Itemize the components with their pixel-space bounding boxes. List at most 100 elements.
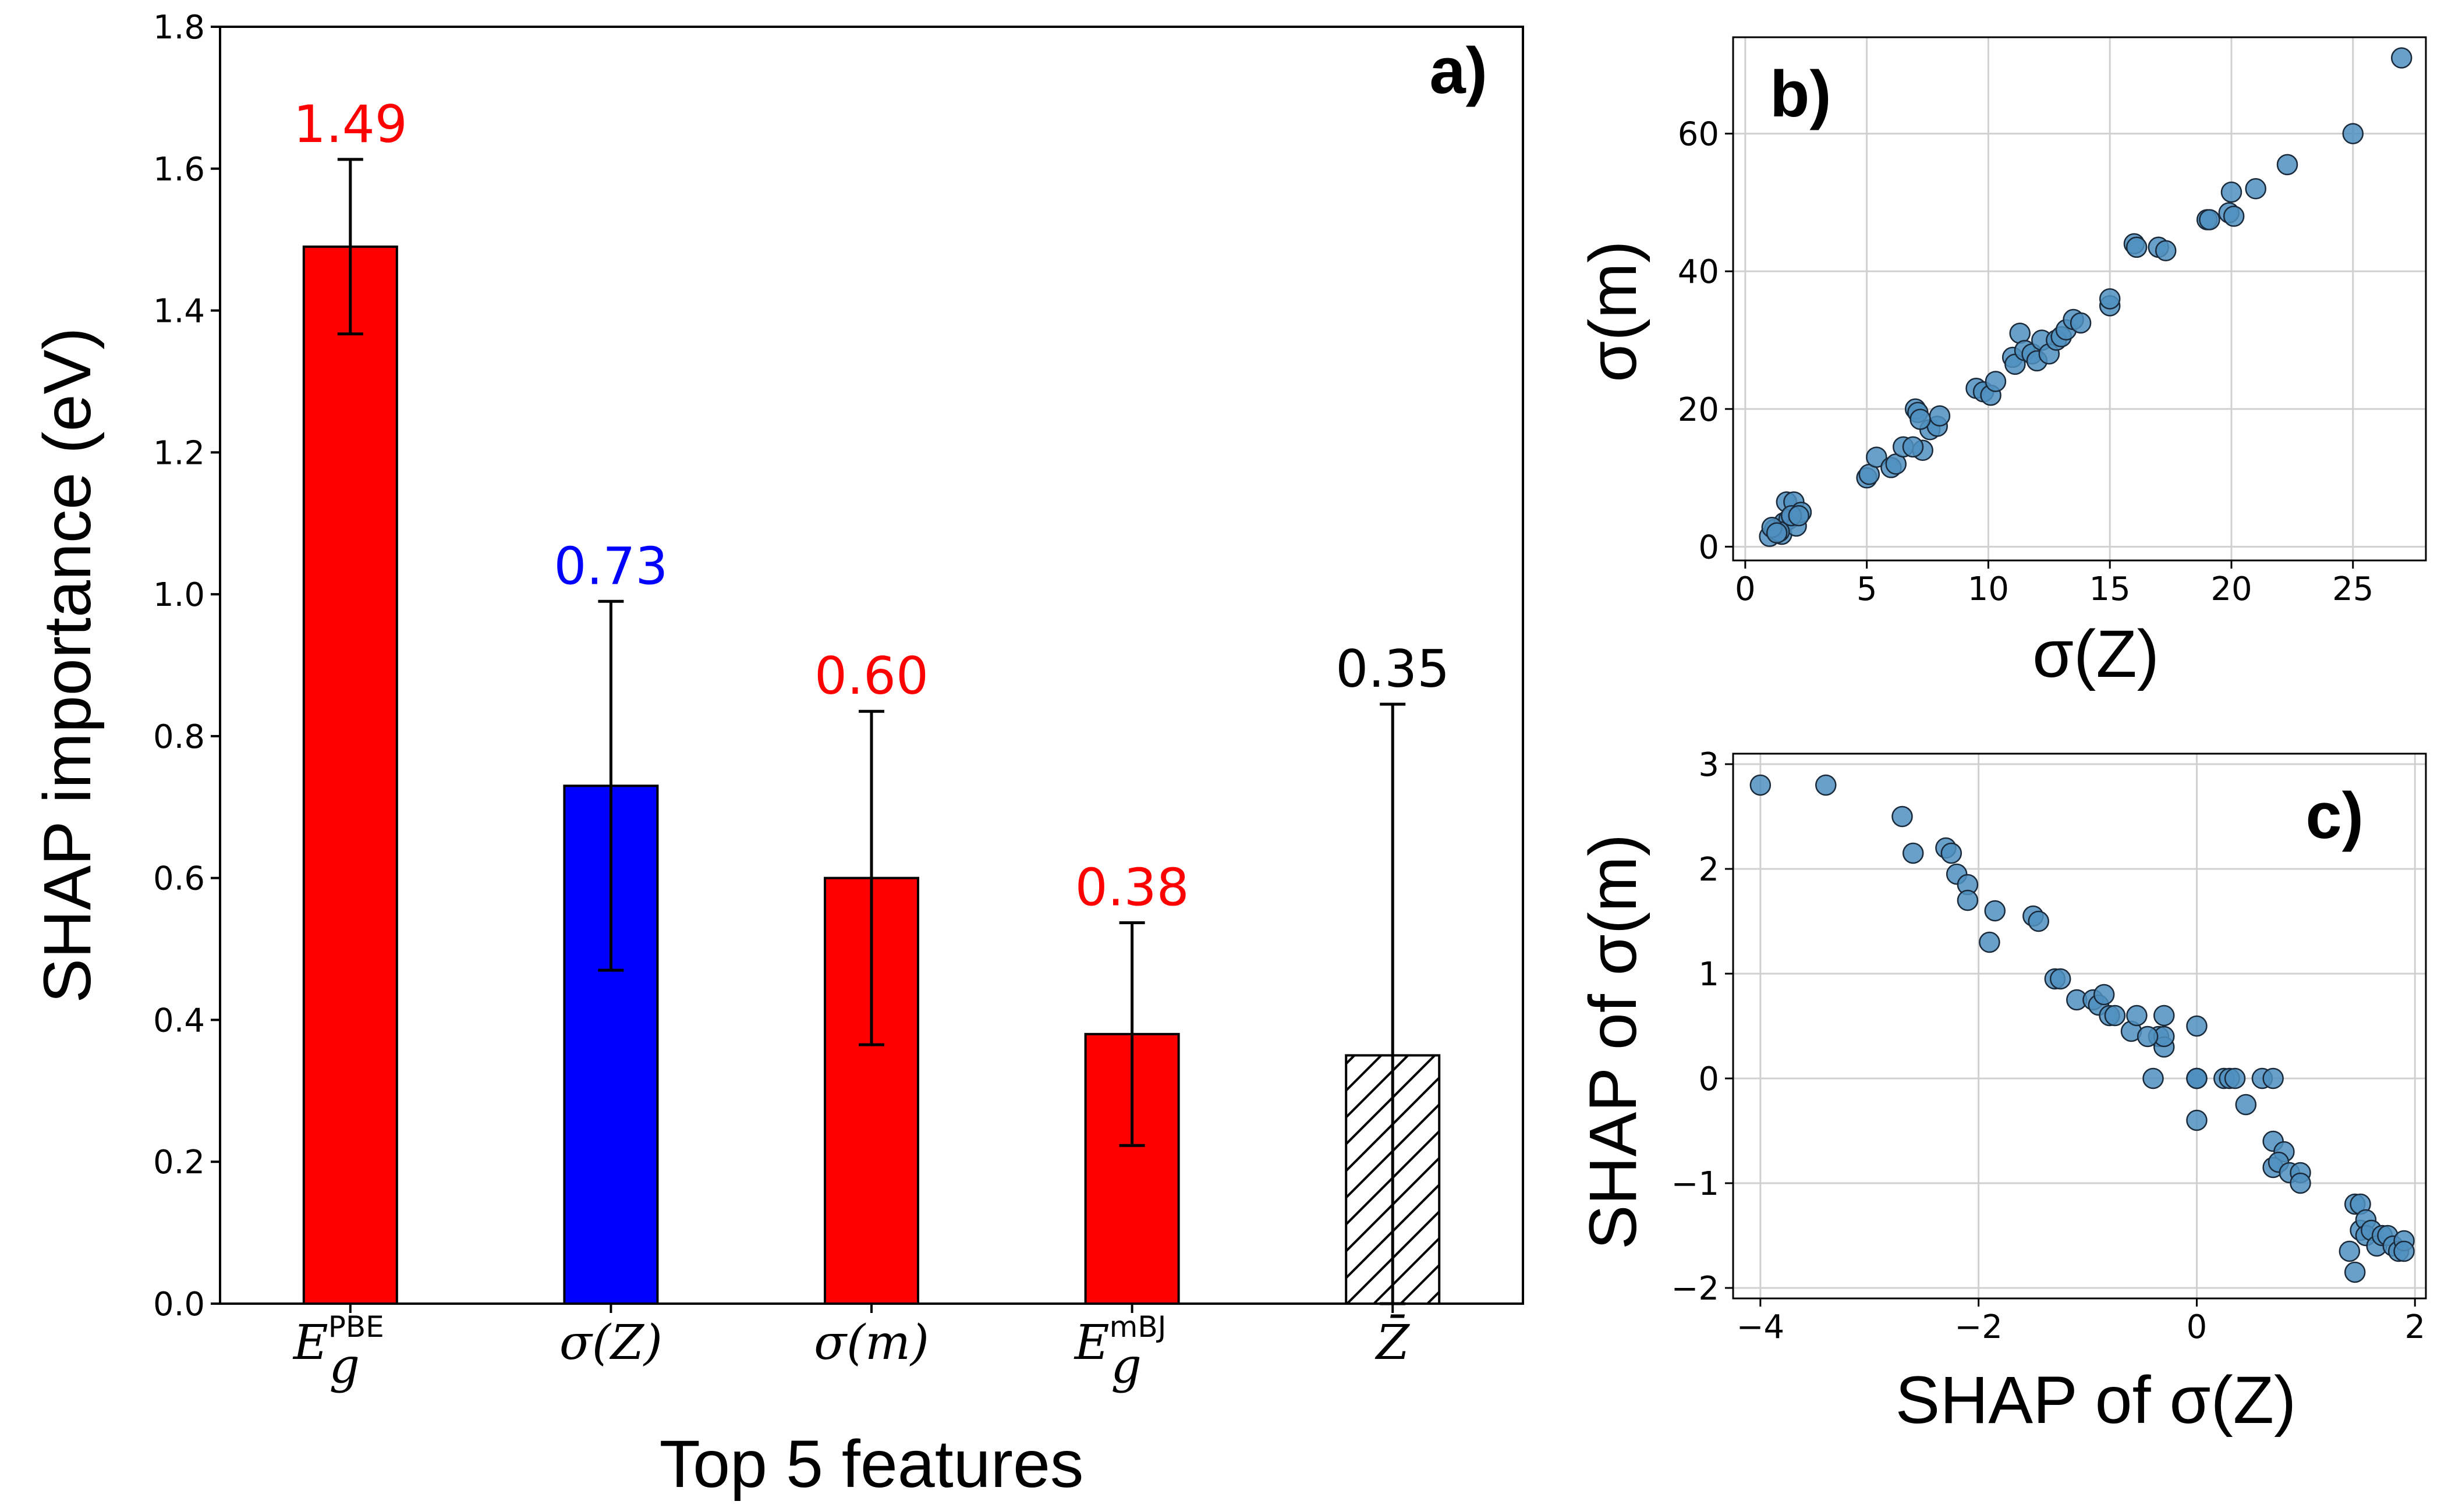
panel-a-bar: [302, 245, 398, 1305]
scatter-point: [2125, 236, 2148, 258]
panel-a-ytick-label: 0.8: [153, 718, 205, 756]
panel-a-ytick-label: 0.4: [153, 1002, 205, 1039]
panel-a-ytick-label: 0.2: [153, 1144, 205, 1181]
panel-a-value-label: 0.35: [1335, 639, 1450, 699]
xtick-label: 25: [2332, 570, 2373, 608]
panel-a-value-label: 0.38: [1075, 857, 1189, 917]
ytick-label: 20: [1678, 391, 1719, 429]
xtick-label: −4: [1737, 1308, 1785, 1346]
scatter-point: [2186, 1015, 2208, 1037]
panel-a-label: a): [1429, 34, 1487, 107]
scatter-point: [2344, 1261, 2366, 1283]
scatter-point: [2099, 288, 2121, 310]
panel-a-value-label: 1.49: [293, 94, 408, 154]
panel-a-xtick-sublabel: g: [1111, 1339, 1142, 1394]
scatter-point: [1940, 842, 1962, 864]
scatter-point: [1902, 842, 1924, 864]
scatter-point: [1766, 522, 1788, 544]
panel-a-xtick-label: EPBE: [292, 1310, 384, 1371]
ytick-label: −1: [1671, 1165, 1719, 1203]
panel-a-xtick-label: EmBJ: [1074, 1310, 1167, 1371]
panel-b-scatter: 0 5 10 15 20 25 0 20 40 60 b) σ(Z) σ(m): [1576, 36, 2427, 691]
scatter-point: [1909, 409, 1931, 430]
scatter-point: [2224, 1067, 2246, 1089]
panel-b-label: b): [1770, 58, 1831, 130]
xtick-label: 20: [2210, 570, 2252, 608]
panel-a-xtick-sublabel: g: [330, 1339, 360, 1394]
panel-b-ylabel: σ(m): [1576, 240, 1650, 382]
panel-a-value-label: 0.60: [814, 646, 929, 706]
ytick-label: 2: [1698, 851, 1719, 889]
panel-a-ytick-label: 1.4: [153, 293, 205, 331]
ytick-label: 1: [1698, 956, 1719, 993]
scatter-point: [2199, 209, 2220, 230]
panel-b-plot-frame: [1732, 36, 2427, 562]
scatter-point: [2049, 968, 2071, 990]
scatter-point: [2155, 240, 2177, 261]
scatter-point: [2290, 1172, 2311, 1194]
scatter-point: [2186, 1067, 2208, 1089]
panel-a-ylabel: SHAP importance (eV): [30, 327, 105, 1003]
scatter-point: [2104, 1005, 2126, 1027]
scatter-point: [2390, 47, 2412, 69]
scatter-point: [2276, 154, 2298, 176]
panel-a-ytick-label: 1.2: [153, 434, 205, 472]
scatter-point: [1866, 446, 1887, 468]
scatter-point: [2235, 1094, 2257, 1116]
ytick-label: 3: [1698, 746, 1719, 784]
xtick-label: 0: [1735, 570, 1756, 608]
xtick-label: 15: [2089, 570, 2131, 608]
scatter-point: [2186, 1109, 2208, 1131]
panel-c-plot-frame: [1732, 753, 2427, 1300]
scatter-point: [2339, 1240, 2361, 1262]
scatter-point: [2342, 123, 2364, 144]
xtick-label: 0: [2187, 1308, 2208, 1346]
panel-c-ylabel: SHAP of σ(m): [1576, 834, 1650, 1250]
scatter-point: [2245, 178, 2266, 200]
panel-a-xtick-label: σ(Z): [559, 1315, 663, 1371]
panel-a-ytick-label: 0.0: [153, 1286, 205, 1323]
scatter-point: [2137, 1025, 2159, 1048]
panel-c-scatter: −4 −2 0 2 −2 −1 0 1 2 3 c) SHAP of σ(Z) SHAP of σ…: [1576, 746, 2427, 1438]
panel-a-xtick-label: σ(m): [814, 1315, 929, 1371]
scatter-point: [1929, 405, 1951, 427]
panel-c-xlabel: SHAP of σ(Z): [1896, 1363, 2297, 1438]
scatter-point: [2126, 1005, 2148, 1027]
panel-a-ytick-label: 1.0: [153, 576, 205, 614]
scatter-point: [1815, 774, 1837, 796]
ytick-label: 40: [1678, 253, 1719, 291]
scatter-point: [1957, 889, 1979, 911]
scatter-point: [2093, 984, 2115, 1006]
panel-a-xtick-label: Z̄: [1374, 1314, 1411, 1371]
ytick-label: 60: [1678, 116, 1719, 154]
scatter-point: [1749, 774, 1772, 796]
scatter-point: [1788, 505, 1809, 527]
panel-a-ytick-label: 0.6: [153, 860, 205, 898]
scatter-point: [2142, 1067, 2164, 1089]
panel-a-ytick-label: 1.6: [153, 151, 205, 189]
scatter-point: [2223, 205, 2245, 227]
xtick-label: 5: [1857, 570, 1877, 608]
panel-a-xlabel: Top 5 features: [660, 1427, 1084, 1502]
scatter-point: [2262, 1067, 2284, 1089]
ytick-label: −2: [1671, 1270, 1719, 1308]
panel-c-label: c): [2305, 779, 2364, 852]
panel-b-xlabel: σ(Z): [2032, 617, 2159, 691]
scatter-point: [1984, 900, 2006, 922]
scatter-point: [1979, 931, 2000, 953]
xtick-label: 2: [2404, 1308, 2425, 1346]
ytick-label: 0: [1698, 1060, 1719, 1098]
xtick-label: −2: [1954, 1308, 2003, 1346]
scatter-point: [2028, 910, 2049, 932]
ytick-label: 0: [1698, 528, 1719, 566]
panel-a-bar-chart: 0.0 0.2 0.4 0.6 0.8 1.0 1.2 1.4 1.6 1.8 1.49 0.73 0…: [30, 9, 1524, 1502]
scatter-point: [1902, 436, 1924, 458]
xtick-label: 10: [1968, 570, 2009, 608]
scatter-point: [2153, 1005, 2175, 1027]
scatter-point: [2220, 181, 2242, 203]
panel-a-ytick-label: 1.8: [153, 9, 205, 47]
scatter-point: [2070, 312, 2092, 334]
scatter-point: [2393, 1240, 2415, 1262]
scatter-point: [1891, 805, 1913, 828]
